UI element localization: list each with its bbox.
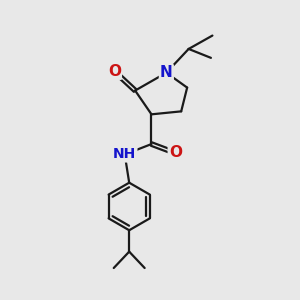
Text: O: O: [108, 64, 121, 79]
Text: N: N: [160, 65, 173, 80]
Text: O: O: [169, 146, 182, 160]
Text: NH: NH: [113, 148, 136, 161]
